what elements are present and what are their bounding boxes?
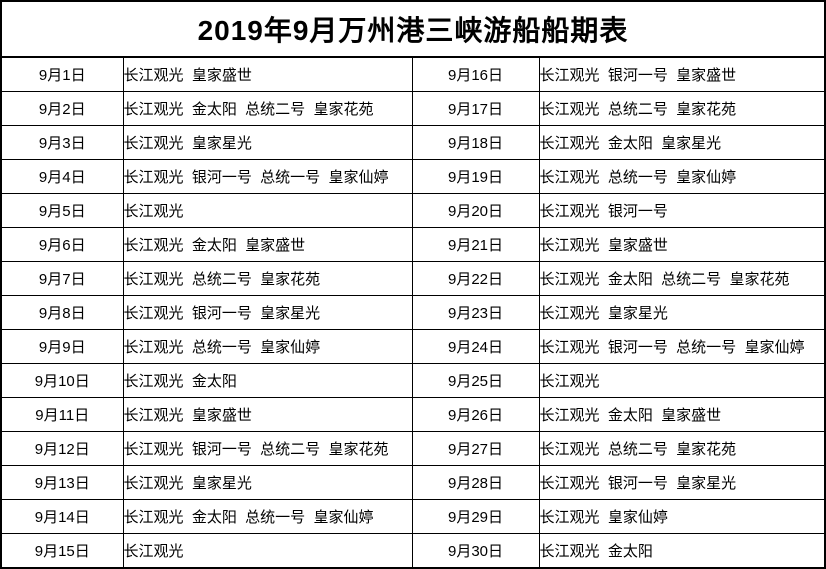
date-cell-left: 9月13日 <box>0 465 124 500</box>
date-cell-right: 9月24日 <box>411 329 540 364</box>
table-row: 9月13日 长江观光 皇家星光 9月28日 长江观光 银河一号 皇家星光 <box>0 465 826 500</box>
ships-cell-left: 长江观光 皇家星光 <box>122 465 413 500</box>
ships-cell-right: 长江观光 银河一号 <box>538 193 826 228</box>
schedule-rows: 9月1日 长江观光 皇家盛世 9月16日 长江观光 银河一号 皇家盛世 9月2日 长江观光… <box>0 56 826 569</box>
ships-cell-left: 长江观光 <box>122 533 413 569</box>
ships-cell-right: 长江观光 金太阳 总统二号 皇家花苑 <box>538 261 826 296</box>
table-row: 9月7日 长江观光 总统二号 皇家花苑 9月22日 长江观光 金太阳 总统二号 皇家花… <box>0 261 826 296</box>
date-cell-right: 9月26日 <box>411 397 540 432</box>
ships-cell-left: 长江观光 皇家星光 <box>122 125 413 160</box>
date-cell-left: 9月2日 <box>0 91 124 126</box>
date-cell-left: 9月12日 <box>0 431 124 466</box>
title-row: 2019年9月万州港三峡游船船期表 <box>0 0 826 58</box>
table-row: 9月11日 长江观光 皇家盛世 9月26日 长江观光 金太阳 皇家盛世 <box>0 397 826 432</box>
ships-cell-right: 长江观光 皇家仙婷 <box>538 499 826 534</box>
ships-cell-left: 长江观光 金太阳 总统二号 皇家花苑 <box>122 91 413 126</box>
page-title: 2019年9月万州港三峡游船船期表 <box>0 0 826 58</box>
date-cell-right: 9月29日 <box>411 499 540 534</box>
date-cell-left: 9月6日 <box>0 227 124 262</box>
ships-cell-right: 长江观光 金太阳 皇家星光 <box>538 125 826 160</box>
table-row: 9月9日 长江观光 总统一号 皇家仙婷 9月24日 长江观光 银河一号 总统一号 皇家… <box>0 329 826 364</box>
ships-cell-right: 长江观光 总统一号 皇家仙婷 <box>538 159 826 194</box>
date-cell-left: 9月7日 <box>0 261 124 296</box>
ships-cell-right: 长江观光 银河一号 总统一号 皇家仙婷 <box>538 329 826 364</box>
date-cell-left: 9月3日 <box>0 125 124 160</box>
table-row: 9月8日 长江观光 银河一号 皇家星光 9月23日 长江观光 皇家星光 <box>0 295 826 330</box>
date-cell-right: 9月17日 <box>411 91 540 126</box>
ships-cell-left: 长江观光 银河一号 总统一号 皇家仙婷 <box>122 159 413 194</box>
table-row: 9月2日 长江观光 金太阳 总统二号 皇家花苑 9月17日 长江观光 总统二号 皇家花… <box>0 91 826 126</box>
date-cell-right: 9月23日 <box>411 295 540 330</box>
ships-cell-left: 长江观光 金太阳 皇家盛世 <box>122 227 413 262</box>
ships-cell-right: 长江观光 金太阳 <box>538 533 826 569</box>
ships-cell-right: 长江观光 总统二号 皇家花苑 <box>538 91 826 126</box>
date-cell-left: 9月11日 <box>0 397 124 432</box>
date-cell-right: 9月19日 <box>411 159 540 194</box>
ships-cell-left: 长江观光 皇家盛世 <box>122 397 413 432</box>
ships-cell-right: 长江观光 银河一号 皇家盛世 <box>538 56 826 92</box>
ships-cell-left: 长江观光 皇家盛世 <box>122 56 413 92</box>
date-cell-left: 9月1日 <box>0 56 124 92</box>
date-cell-left: 9月15日 <box>0 533 124 569</box>
ships-cell-left: 长江观光 总统一号 皇家仙婷 <box>122 329 413 364</box>
date-cell-right: 9月27日 <box>411 431 540 466</box>
date-cell-right: 9月30日 <box>411 533 540 569</box>
date-cell-right: 9月28日 <box>411 465 540 500</box>
date-cell-left: 9月4日 <box>0 159 124 194</box>
date-cell-right: 9月18日 <box>411 125 540 160</box>
date-cell-left: 9月9日 <box>0 329 124 364</box>
ships-cell-left: 长江观光 金太阳 总统一号 皇家仙婷 <box>122 499 413 534</box>
date-cell-left: 9月14日 <box>0 499 124 534</box>
table-row: 9月12日 长江观光 银河一号 总统二号 皇家花苑 9月27日 长江观光 总统二号 皇… <box>0 431 826 466</box>
table-row: 9月4日 长江观光 银河一号 总统一号 皇家仙婷 9月19日 长江观光 总统一号 皇家… <box>0 159 826 194</box>
date-cell-right: 9月25日 <box>411 363 540 398</box>
table-row: 9月10日 长江观光 金太阳 9月25日 长江观光 <box>0 363 826 398</box>
ships-cell-left: 长江观光 银河一号 皇家星光 <box>122 295 413 330</box>
table-row: 9月15日 长江观光 9月30日 长江观光 金太阳 <box>0 533 826 569</box>
ships-cell-right: 长江观光 皇家星光 <box>538 295 826 330</box>
ships-cell-left: 长江观光 金太阳 <box>122 363 413 398</box>
table-row: 9月1日 长江观光 皇家盛世 9月16日 长江观光 银河一号 皇家盛世 <box>0 56 826 92</box>
date-cell-right: 9月20日 <box>411 193 540 228</box>
ships-cell-right: 长江观光 皇家盛世 <box>538 227 826 262</box>
date-cell-right: 9月21日 <box>411 227 540 262</box>
date-cell-left: 9月10日 <box>0 363 124 398</box>
ships-cell-right: 长江观光 <box>538 363 826 398</box>
ships-cell-left: 长江观光 总统二号 皇家花苑 <box>122 261 413 296</box>
ships-cell-left: 长江观光 <box>122 193 413 228</box>
table-row: 9月3日 长江观光 皇家星光 9月18日 长江观光 金太阳 皇家星光 <box>0 125 826 160</box>
table-row: 9月14日 长江观光 金太阳 总统一号 皇家仙婷 9月29日 长江观光 皇家仙婷 <box>0 499 826 534</box>
table-row: 9月6日 长江观光 金太阳 皇家盛世 9月21日 长江观光 皇家盛世 <box>0 227 826 262</box>
ships-cell-right: 长江观光 总统二号 皇家花苑 <box>538 431 826 466</box>
date-cell-right: 9月22日 <box>411 261 540 296</box>
ships-cell-left: 长江观光 银河一号 总统二号 皇家花苑 <box>122 431 413 466</box>
ships-cell-right: 长江观光 银河一号 皇家星光 <box>538 465 826 500</box>
ships-cell-right: 长江观光 金太阳 皇家盛世 <box>538 397 826 432</box>
date-cell-left: 9月5日 <box>0 193 124 228</box>
date-cell-left: 9月8日 <box>0 295 124 330</box>
date-cell-right: 9月16日 <box>411 56 540 92</box>
table-row: 9月5日 长江观光 9月20日 长江观光 银河一号 <box>0 193 826 228</box>
